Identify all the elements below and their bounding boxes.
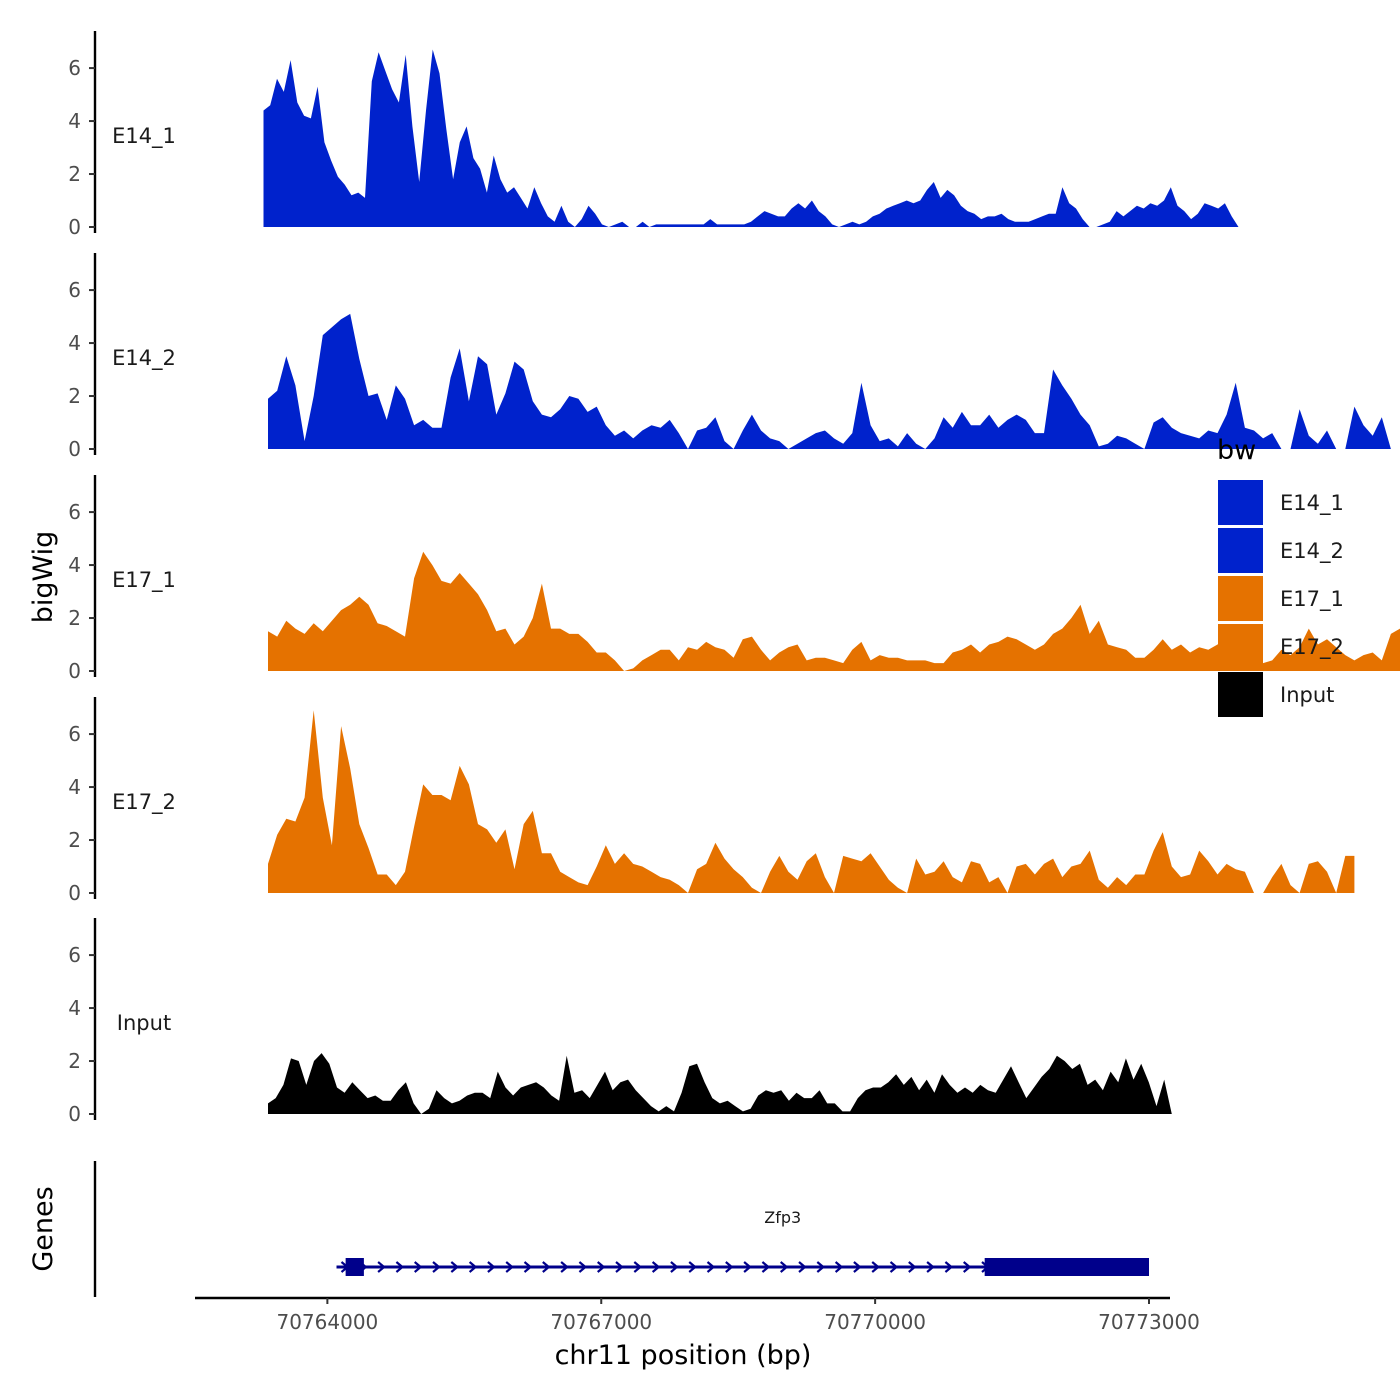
track-E14_2: 0 2 4 6 E14_2 (68, 253, 1391, 461)
legend-title: bw (1217, 435, 1256, 466)
x-tick-label: 70773000 (1098, 1310, 1200, 1334)
strand-arrow (633, 1261, 643, 1273)
legend: bw E14_1 E14_2 E17_1 E17_2 Input (1217, 435, 1344, 717)
gene-exon (345, 1258, 364, 1276)
strand-arrow (725, 1261, 734, 1273)
y-tick-label: 0 (68, 881, 81, 905)
y-tick-label: 6 (68, 278, 81, 302)
y-tick-label: 6 (68, 943, 81, 967)
legend-swatch (1218, 480, 1263, 525)
y-axis-title: bigWig (28, 531, 59, 624)
legend-label: E17_2 (1280, 635, 1344, 660)
strand-arrow (432, 1261, 441, 1273)
strand-arrow (377, 1261, 386, 1273)
track-E14_1: 0 2 4 6 E14_1 (68, 31, 1239, 239)
genes-label: Genes (28, 1186, 59, 1271)
y-tick-label: 0 (68, 1102, 81, 1126)
legend-item: E14_2 (1218, 528, 1344, 573)
strand-arrow (615, 1261, 624, 1273)
legend-item: E17_2 (1218, 624, 1344, 669)
y-tick-label: 6 (68, 500, 81, 524)
y-tick-label: 2 (68, 606, 81, 630)
strand-arrow (871, 1261, 880, 1273)
legend-swatch (1218, 576, 1263, 621)
signal-area-E17_2 (268, 710, 1355, 893)
strand-arrow (798, 1261, 807, 1273)
strand-arrow (706, 1261, 716, 1273)
y-tick-label: 4 (68, 775, 81, 799)
legend-label: E14_1 (1280, 491, 1344, 516)
x-tick-label: 70770000 (824, 1310, 926, 1334)
signal-area-E17_1 (268, 551, 1400, 671)
y-tick-label: 6 (68, 722, 81, 746)
strand-arrow (450, 1261, 460, 1273)
signal-area-E14_2 (268, 313, 1391, 449)
strand-arrow (853, 1261, 862, 1273)
strand-arrow (816, 1261, 826, 1273)
strand-arrow (523, 1261, 533, 1273)
signal-area-Input (268, 1053, 1172, 1114)
track-label: E17_2 (112, 790, 176, 815)
track-label: E14_1 (112, 124, 176, 149)
strand-arrow (779, 1261, 789, 1273)
genes-panel: Genes Zfp3 (28, 1161, 1150, 1297)
strand-arrow (926, 1261, 935, 1273)
track-panels: 0 2 4 6 E14_1 0 2 4 6 E14_2 0 2 4 6 E17_1 0 2 4 6 E17_2 0 2 4 6… (68, 31, 1400, 1126)
strand-arrow (944, 1261, 954, 1273)
y-tick-label: 2 (68, 828, 81, 852)
y-tick-label: 4 (68, 331, 81, 355)
legend-item: Input (1218, 672, 1334, 717)
strand-arrow (651, 1261, 661, 1273)
x-tick-label: 70764000 (276, 1310, 378, 1334)
signal-area-E14_1 (263, 49, 1239, 227)
legend-swatch (1218, 672, 1263, 717)
strand-arrow (542, 1261, 551, 1273)
x-tick-label: 70767000 (550, 1310, 652, 1334)
strand-arrow (505, 1261, 514, 1273)
legend-label: Input (1280, 683, 1334, 707)
track-E17_1: 0 2 4 6 E17_1 (68, 475, 1400, 683)
strand-arrow (908, 1261, 917, 1273)
strand-arrow (834, 1261, 844, 1273)
strand-arrow (560, 1261, 569, 1273)
y-tick-label: 6 (68, 56, 81, 80)
legend-item: E14_1 (1218, 480, 1344, 525)
strand-arrow (962, 1261, 972, 1273)
strand-arrow (413, 1261, 423, 1273)
track-Input: 0 2 4 6 Input (68, 918, 1172, 1126)
strand-arrow (578, 1261, 588, 1273)
strand-arrow (468, 1261, 478, 1273)
strand-arrow (670, 1261, 679, 1273)
strand-arrow (688, 1261, 697, 1273)
legend-swatch (1218, 528, 1263, 573)
y-tick-label: 4 (68, 996, 81, 1020)
strand-arrow (889, 1261, 899, 1273)
track-E17_2: 0 2 4 6 E17_2 (68, 697, 1355, 905)
y-tick-label: 2 (68, 1049, 81, 1073)
strand-arrow (761, 1261, 771, 1273)
y-tick-label: 0 (68, 215, 81, 239)
gene-name-label: Zfp3 (764, 1208, 801, 1227)
x-axis-title: chr11 position (bp) (555, 1340, 812, 1371)
legend-label: E17_1 (1280, 587, 1344, 612)
track-label: Input (117, 1011, 171, 1035)
legend-swatch (1218, 624, 1263, 669)
track-label: E14_2 (112, 346, 176, 371)
x-axis: 70764000 70767000 70770000 70773000 (195, 1296, 1200, 1334)
y-tick-label: 2 (68, 384, 81, 408)
strand-arrow (596, 1261, 606, 1273)
y-tick-label: 2 (68, 162, 81, 186)
strand-arrow (395, 1261, 405, 1273)
gene-exon (984, 1258, 1150, 1276)
strand-arrow (487, 1261, 496, 1273)
y-tick-label: 4 (68, 109, 81, 133)
legend-item: E17_1 (1218, 576, 1344, 621)
legend-label: E14_2 (1280, 539, 1344, 564)
y-tick-label: 0 (68, 437, 81, 461)
y-tick-label: 4 (68, 553, 81, 577)
strand-arrow (743, 1261, 752, 1273)
y-tick-label: 0 (68, 659, 81, 683)
track-label: E17_1 (112, 568, 176, 593)
